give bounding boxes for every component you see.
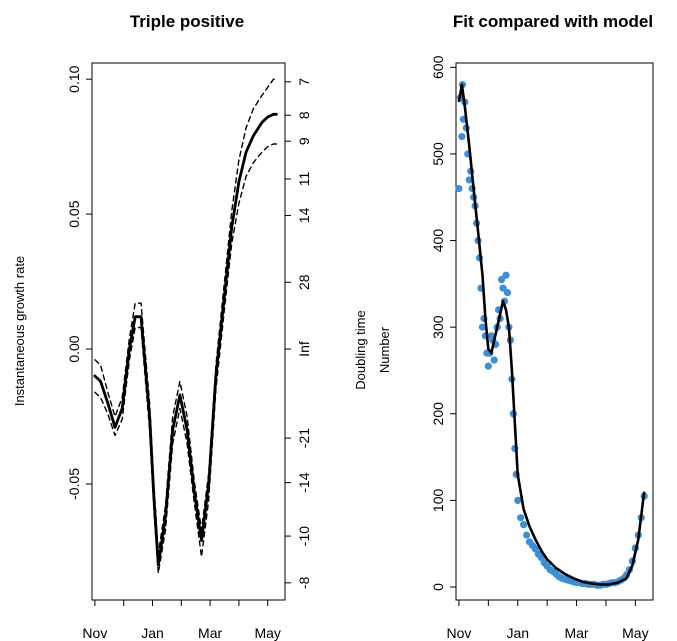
right-y-tick-label: 300 [430,315,446,339]
right-y-tick-label: 200 [430,402,446,426]
data-point [514,496,522,504]
left-y-tick-label: 0.10 [66,65,82,92]
data-point [499,284,507,292]
right-y-tick-label: 0 [430,583,446,591]
left-y-tick-label: 0.05 [66,200,82,227]
data-point [502,271,510,279]
right-x-tick-label: Nov [446,625,471,641]
left-y-ticks: -0.05 0.00 0.05 0.10 [66,65,92,500]
left-chart-title: Triple positive [130,12,244,31]
model-fit-line [457,83,646,586]
left-y2-tick-label: -8 [296,576,312,589]
data-point [458,133,466,141]
left-y2-tick-label: 28 [296,274,312,290]
left-ci-line [94,143,278,574]
right-y-tick-label: 400 [430,229,446,253]
data-point [517,514,525,522]
right-x-ticks: Nov Jan Mar May [446,600,649,641]
right-points [455,81,648,589]
left-panel: Triple positive Instantaneous growth rat… [12,12,368,641]
right-y-tick-label: 600 [430,55,446,79]
left-ci-line [94,78,278,555]
left-y2-axis-label: Doubling time [353,310,368,390]
left-x-ticks: Nov Jan Mar May [82,600,281,641]
left-y2-tick-label: -14 [296,472,312,492]
data-point [478,323,487,331]
data-point [455,184,463,193]
left-y2-tick-label: -21 [296,428,312,448]
left-y2-tick-label: 7 [296,78,312,86]
right-panel: Fit compared with model Number 0 100 200 30… [377,12,654,641]
right-y-axis-label: Number [377,326,392,373]
left-y-tick-label: -0.05 [66,468,82,500]
left-x-tick-label: Jan [141,625,164,641]
data-point [522,531,531,539]
left-y2-tick-label: 9 [296,137,312,145]
data-point [465,176,473,184]
left-x-tick-label: Nov [82,625,107,641]
data-point [520,521,528,529]
left-y2-tick-label: Inf [296,341,312,357]
right-y-ticks: 0 100 200 300 400 500 600 [430,55,456,591]
left-y2-ticks: 7 8 9 11 14 28 Inf -21 -14 -10 -8 [285,78,312,589]
left-x-tick-label: May [254,625,280,641]
left-y2-tick-label: 11 [296,172,312,187]
left-growth-line [93,112,278,567]
right-fit [457,83,646,586]
left-series [93,78,278,574]
right-plot-frame [455,62,654,601]
left-y-axis-label: Instantaneous growth rate [12,256,27,406]
right-y-tick-label: 100 [430,489,446,513]
data-point [503,288,512,297]
data-point [497,275,506,284]
right-chart-title: Fit compared with model [453,12,653,31]
right-y-tick-label: 500 [430,142,446,166]
left-y2-tick-label: -10 [296,526,312,546]
data-point [484,362,492,370]
left-plot-frame [91,62,286,601]
right-x-tick-label: May [622,625,648,641]
right-x-tick-label: Mar [564,625,588,641]
left-y2-tick-label: 8 [296,111,312,119]
left-y2-tick-label: 14 [296,207,312,223]
left-x-tick-label: Mar [198,625,222,641]
right-x-tick-label: Jan [506,625,529,641]
left-y-tick-label: 0.00 [66,335,82,362]
data-point [490,356,498,364]
